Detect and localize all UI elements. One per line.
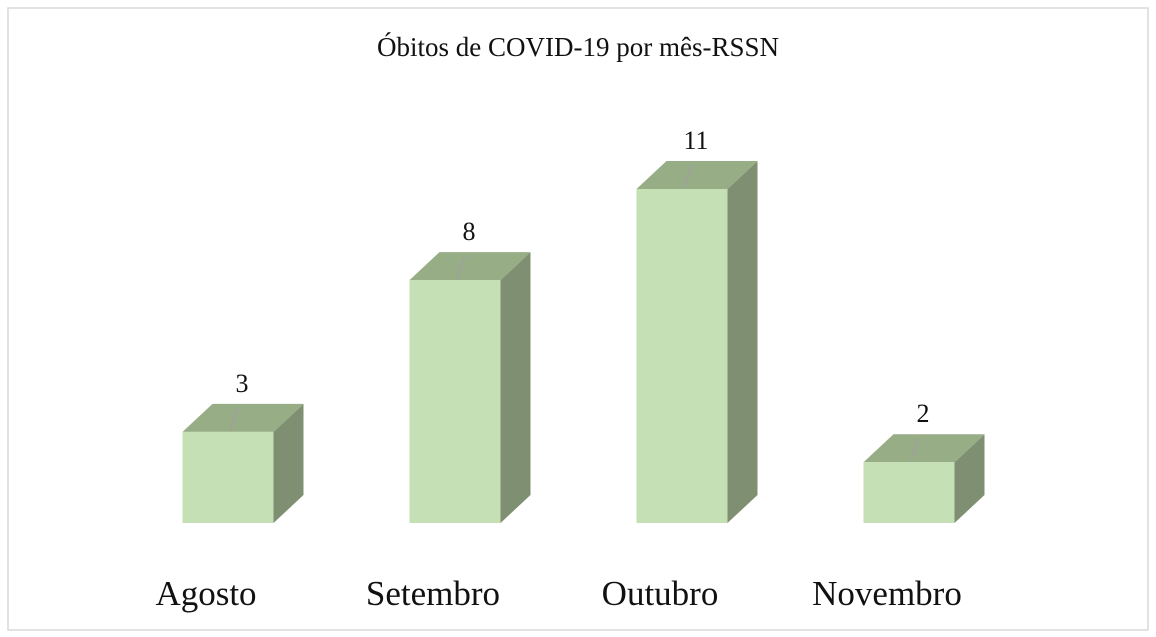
data-label: 11 [683, 126, 708, 155]
x-tick-label: Agosto [155, 574, 256, 613]
chart-title: Óbitos de COVID-19 por mês-RSSN [377, 32, 779, 62]
bar-side [954, 434, 985, 523]
bar-top [863, 434, 985, 463]
bar [409, 280, 501, 523]
data-label: 8 [463, 217, 476, 246]
chart-frame [7, 7, 1149, 631]
bar-top [636, 161, 758, 189]
data-label: 3 [236, 369, 249, 398]
bar-side [727, 161, 758, 523]
bar [863, 462, 955, 523]
bar-side [273, 403, 304, 523]
bar-side [500, 252, 531, 523]
leader-line [229, 407, 239, 431]
bar-top [182, 403, 304, 432]
x-tick-label: Novembro [812, 574, 962, 613]
leader-line [910, 438, 920, 461]
leader-line [683, 164, 693, 188]
x-tick-label: Setembro [366, 574, 500, 613]
leader-line [456, 255, 466, 279]
bar [182, 431, 274, 523]
bar [636, 189, 728, 523]
bar-top [409, 252, 531, 281]
x-tick-label: Outubro [602, 574, 719, 613]
data-label: 2 [917, 399, 930, 428]
